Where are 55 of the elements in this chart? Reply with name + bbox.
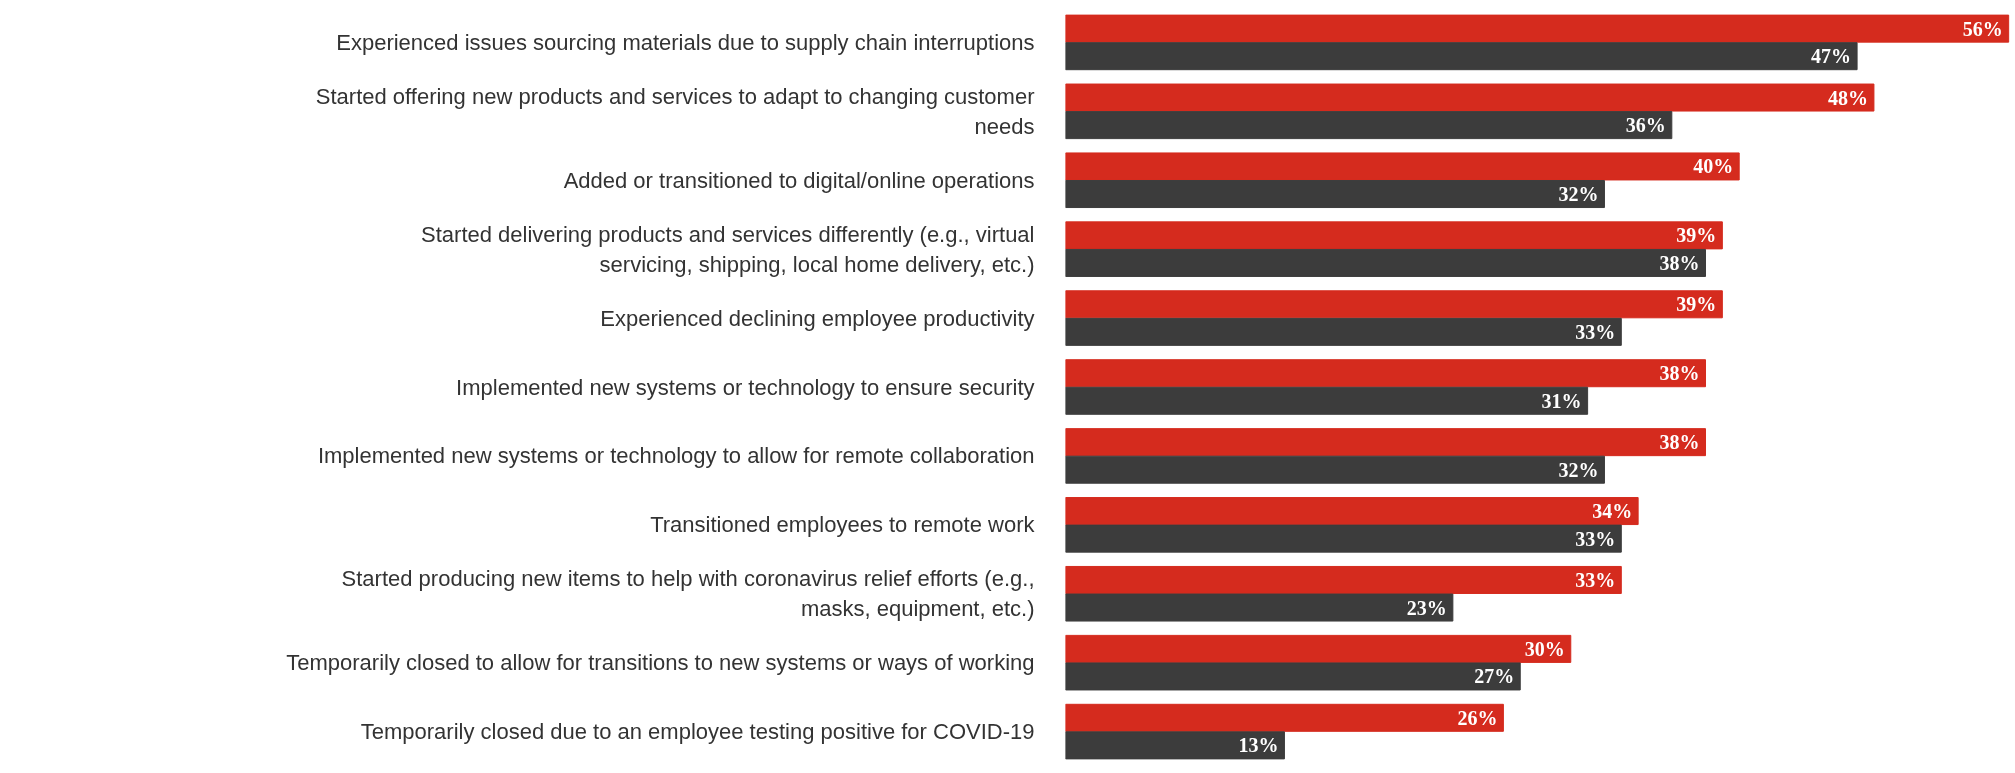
bar [1065, 455, 1605, 484]
data-label: 31% [1541, 389, 1582, 412]
data-label: 33% [1575, 320, 1616, 343]
data-label: 32% [1558, 183, 1599, 206]
y-tick-label: Experienced declining employee productivity [600, 305, 1035, 331]
data-label: 48% [1827, 86, 1868, 109]
y-tick-label: Started producing new items to help with coronavirus relief efforts (e.g., masks, equipment, etc.) [341, 566, 1035, 622]
data-label: 47% [1811, 45, 1852, 68]
data-label: 26% [1457, 706, 1498, 729]
data-label: 13% [1238, 734, 1279, 757]
data-label: 40% [1693, 155, 1734, 178]
bar [1065, 180, 1605, 209]
bar [1065, 83, 1875, 112]
data-label: 38% [1659, 362, 1700, 385]
y-tick-label: Experienced issues sourcing materials due to supply chain interruptions [336, 29, 1035, 55]
bar [1065, 248, 1707, 277]
bar [1065, 152, 1740, 181]
data-label: 27% [1474, 665, 1515, 688]
bar [1065, 703, 1504, 732]
bar [1065, 386, 1589, 415]
data-label: 32% [1558, 458, 1599, 481]
bar [1065, 317, 1622, 346]
bar [1065, 634, 1572, 663]
data-label: 33% [1575, 568, 1616, 591]
bar [1065, 359, 1707, 388]
y-tick-label: Implemented new systems or technology to ensure security [456, 374, 1035, 400]
y-tick-label: Transitioned employees to remote work [650, 512, 1036, 538]
data-label: 23% [1406, 596, 1447, 619]
bar [1065, 662, 1521, 691]
data-label: 39% [1676, 224, 1717, 247]
bar [1065, 731, 1285, 760]
data-label: 36% [1625, 114, 1666, 137]
y-tick-label: Implemented new systems or technology to allow for remote collaboration [317, 443, 1035, 469]
bar [1065, 14, 2010, 43]
bar [1065, 42, 1858, 71]
data-label: 34% [1592, 500, 1633, 523]
bar [1065, 290, 1723, 319]
data-label: 33% [1575, 527, 1616, 550]
data-label: 39% [1676, 293, 1717, 316]
bar [1065, 593, 1454, 622]
y-tick-label: Started delivering products and services differently (e.g., virtual servicing, shipping, local home delivery, etc.) [421, 221, 1035, 277]
bar [1065, 565, 1622, 594]
data-label: 30% [1524, 637, 1565, 660]
y-tick-label: Temporarily closed to allow for transitions to new systems or ways of working [286, 650, 1035, 676]
y-tick-label: Temporarily closed due to an employee testing positive for COVID-19 [360, 719, 1035, 745]
y-tick-label: Started offering new products and services to adapt to changing customer needs [315, 83, 1035, 139]
bar [1065, 428, 1707, 457]
data-label: 38% [1659, 251, 1700, 274]
bar [1065, 111, 1673, 140]
bar [1065, 524, 1622, 553]
bar [1065, 221, 1723, 250]
data-label: 56% [1962, 17, 2003, 40]
data-label: 38% [1659, 431, 1700, 454]
y-tick-label: Added or transitioned to digital/online operations [563, 167, 1035, 193]
bar [1065, 497, 1639, 526]
